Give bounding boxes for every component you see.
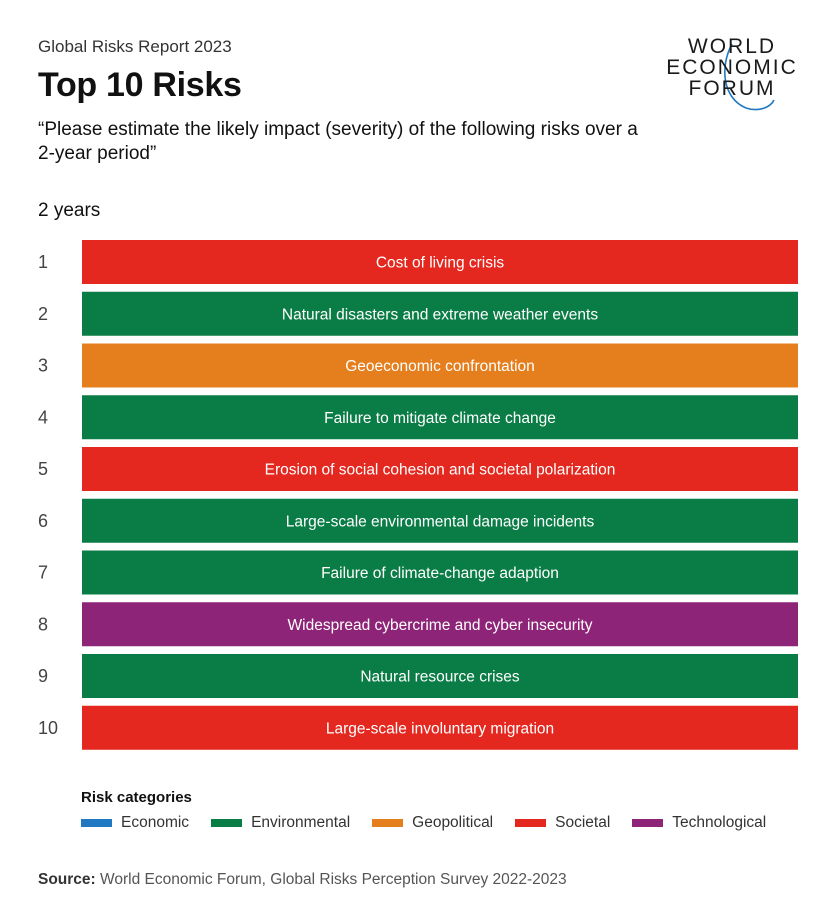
risk-bar bbox=[82, 602, 798, 647]
legend-label: Economic bbox=[121, 814, 190, 831]
rank-label: 5 bbox=[38, 459, 48, 479]
legend-label: Environmental bbox=[251, 814, 351, 831]
source-text: World Economic Forum, Global Risks Perce… bbox=[95, 871, 567, 888]
legend-title: Risk categories bbox=[81, 789, 192, 806]
legend: Economic Environmental Geopolitical Societa… bbox=[81, 814, 788, 832]
risk-bar bbox=[82, 395, 798, 440]
risk-label: Natural resource crises bbox=[360, 669, 520, 686]
risk-label: Geoeconomic confrontation bbox=[345, 358, 535, 375]
rank-label: 7 bbox=[38, 563, 48, 583]
wef-logo: WORLD ECONOMIC FORUM bbox=[662, 36, 802, 120]
source-note: Source: World Economic Forum, Global Ris… bbox=[38, 871, 567, 889]
risk-bar bbox=[82, 654, 798, 698]
legend-item: Technological bbox=[632, 814, 766, 832]
report-label: Global Risks Report 2023 bbox=[38, 37, 232, 56]
legend-item: Geopolitical bbox=[372, 814, 493, 832]
risk-label: Large-scale environmental damage inciden… bbox=[286, 513, 595, 530]
rank-label: 6 bbox=[38, 511, 48, 531]
legend-item: Environmental bbox=[211, 814, 350, 832]
risk-label: Failure to mitigate climate change bbox=[324, 410, 556, 427]
period-label: 2 years bbox=[38, 200, 101, 221]
legend-item: Economic bbox=[81, 814, 189, 832]
source-label: Source: bbox=[38, 871, 96, 888]
logo-word-3: FORUM bbox=[688, 77, 776, 100]
legend-swatch bbox=[81, 819, 112, 827]
legend-label: Societal bbox=[555, 814, 611, 831]
rank-label: 1 bbox=[38, 252, 48, 272]
rank-label: 10 bbox=[38, 718, 58, 738]
logo-word-1: WORLD bbox=[687, 35, 777, 58]
risk-label: Widespread cybercrime and cyber insecuri… bbox=[288, 617, 593, 634]
rank-label: 8 bbox=[38, 614, 48, 634]
page-title: Top 10 Risks bbox=[38, 66, 242, 104]
logo-word-2: ECONOMIC bbox=[666, 56, 798, 79]
legend-label: Geopolitical bbox=[412, 814, 494, 831]
rank-label: 3 bbox=[38, 356, 48, 376]
risk-label: Erosion of social cohesion and societal … bbox=[265, 462, 616, 479]
risk-bar bbox=[82, 705, 798, 750]
legend-swatch bbox=[515, 819, 547, 827]
risk-bar bbox=[82, 447, 798, 491]
logo-arc-icon bbox=[724, 43, 775, 111]
subtitle: “Please estimate the likely impact (seve… bbox=[38, 119, 638, 164]
risk-label: Failure of climate-change adaption bbox=[321, 565, 559, 582]
risk-label: Cost of living crisis bbox=[376, 255, 505, 272]
risk-label: Natural disasters and extreme weather ev… bbox=[282, 306, 598, 323]
rank-label: 9 bbox=[38, 666, 48, 686]
risk-bar bbox=[82, 343, 798, 388]
legend-label: Technological bbox=[672, 814, 767, 831]
legend-swatch bbox=[372, 819, 404, 827]
rank-label: 2 bbox=[38, 304, 48, 324]
risk-bar bbox=[82, 550, 798, 595]
legend-swatch bbox=[211, 819, 243, 827]
legend-item: Societal bbox=[515, 814, 610, 832]
risk-bar bbox=[82, 498, 798, 543]
risk-label: Large-scale involuntary migration bbox=[326, 720, 554, 737]
rank-label: 4 bbox=[38, 407, 48, 427]
legend-swatch bbox=[632, 819, 664, 827]
risk-bar bbox=[82, 240, 798, 284]
risk-bar bbox=[82, 291, 798, 336]
